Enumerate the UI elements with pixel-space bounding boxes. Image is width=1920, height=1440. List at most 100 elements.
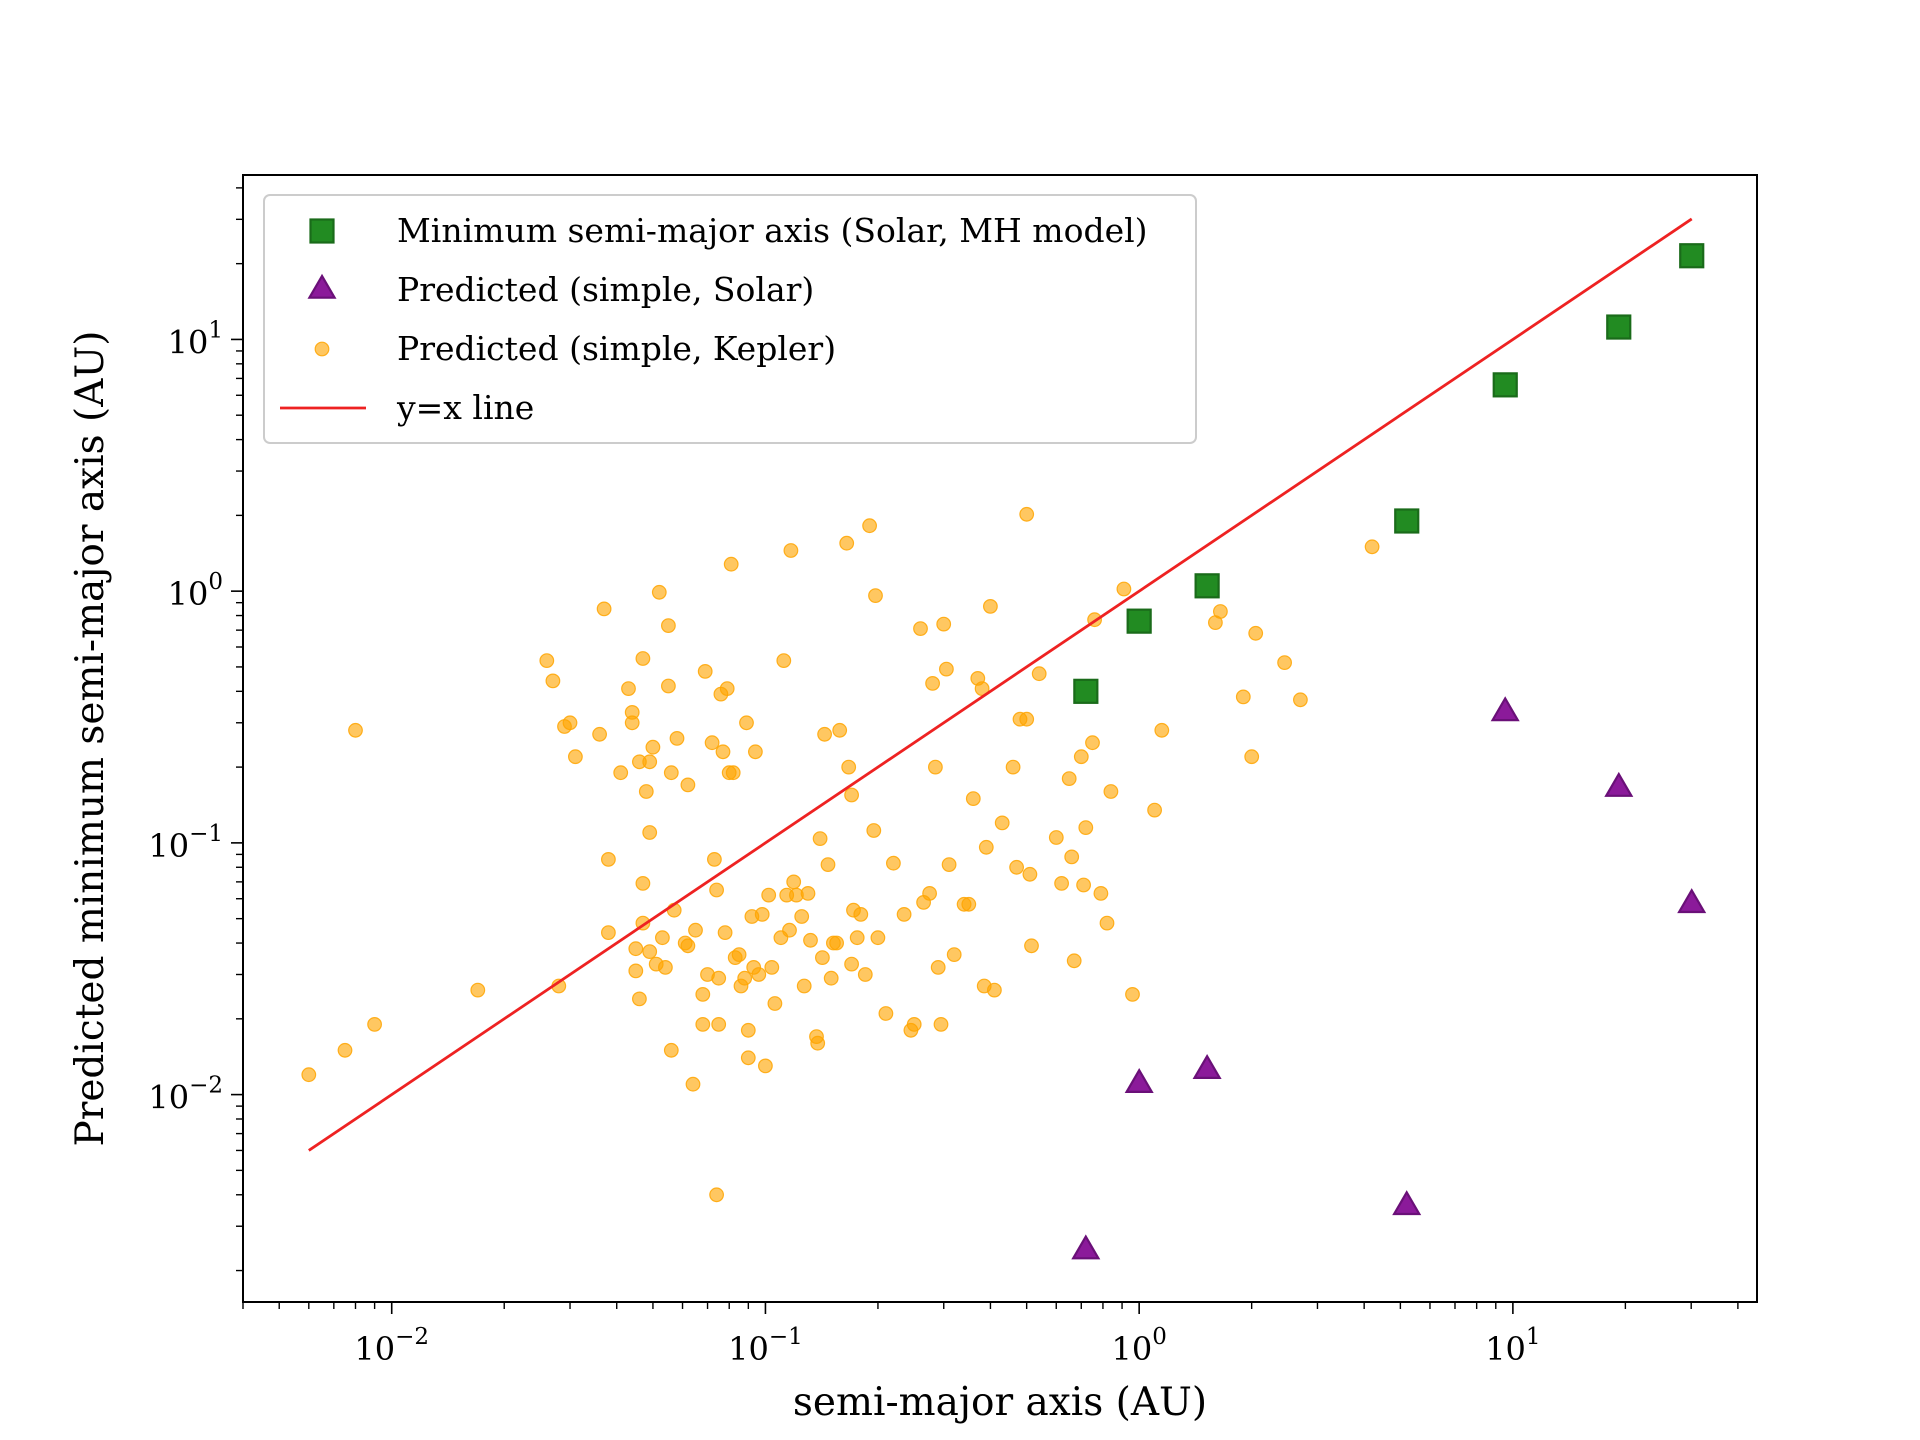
x-tick-exponent: 0 [1152,1324,1167,1350]
kepler-point-6 [539,653,555,668]
kepler-point-102 [844,956,859,972]
kepler-point-156 [1093,886,1109,901]
kepler-point-122 [930,960,946,975]
kepler-point-117 [913,621,928,636]
kepler-point-153 [1078,820,1094,835]
kepler-point-134 [978,839,994,855]
legend-square-marker [309,218,335,244]
solar-mh-point-6 [1679,243,1705,269]
kepler-point-29 [642,754,658,770]
kepler-point-50 [704,735,720,751]
kepler-point-53 [709,882,724,898]
kepler-point-139 [1009,859,1024,875]
kepler-point-86 [794,909,810,924]
kepler-point-162 [1154,722,1170,738]
plot-area [301,217,1707,1260]
kepler-point-48 [697,664,713,679]
solar-mh-point-3 [1394,508,1420,534]
y-tick-base: 10 [168,575,209,613]
kepler-point-151 [1073,749,1089,765]
solar-mh-point-0 [1073,678,1099,704]
kepler-point-30 [645,739,661,755]
kepler-point-68 [740,1022,756,1038]
kepler-point-64 [731,947,747,962]
x-tick-exponent: 1 [1526,1324,1541,1350]
y-tick-base: 10 [148,1079,189,1117]
kepler-point-147 [1054,876,1069,891]
kepler-point-40 [669,731,685,746]
kepler-point-106 [853,907,869,922]
kepler-point-105 [849,930,865,946]
kepler-point-89 [803,932,818,948]
solar-simple-point-3 [1392,1190,1422,1216]
solar-simple-point-1 [1124,1068,1154,1094]
kepler-point-101 [841,759,857,775]
kepler-point-78 [767,996,783,1011]
kepler-point-114 [896,907,912,922]
x-tick-base: 10 [354,1330,395,1368]
kepler-point-121 [928,759,943,775]
kepler-point-123 [933,1017,949,1032]
kepler-point-109 [866,823,882,838]
legend-triangle-marker [307,273,337,299]
kepler-point-116 [906,1017,922,1032]
kepler-point-32 [651,584,667,600]
kepler-point-160 [1125,987,1140,1002]
kepler-point-170 [1364,539,1380,555]
kepler-point-16 [621,681,636,696]
legend-label: Predicted (simple, Kepler) [397,329,836,368]
kepler-point-12 [596,601,612,617]
kepler-point-111 [870,930,886,946]
kepler-point-76 [761,887,777,903]
kepler-point-84 [786,874,802,890]
x-tick-exponent: −2 [395,1324,429,1350]
kepler-point-125 [939,661,954,677]
kepler-point-168 [1277,655,1292,670]
kepler-point-91 [810,1035,826,1051]
kepler-point-82 [782,922,797,938]
kepler-point-158 [1103,784,1119,799]
kepler-point-148 [1061,771,1077,786]
kepler-point-150 [1066,953,1082,969]
kepler-point-154 [1085,735,1100,751]
kepler-point-126 [941,857,957,872]
kepler-point-66 [737,970,753,986]
kepler-point-35 [661,678,676,694]
solar-simple-point-0 [1071,1234,1101,1260]
kepler-point-38 [663,1042,679,1058]
kepler-point-14 [601,925,616,940]
kepler-point-2 [348,722,363,738]
x-tick-exponent: −1 [769,1324,803,1350]
kepler-point-58 [717,925,733,940]
kepler-point-15 [613,765,629,781]
kepler-point-52 [709,1187,724,1203]
kepler-point-98 [829,935,844,951]
kepler-point-166 [1244,749,1260,765]
kepler-point-55 [711,1017,727,1032]
kepler-point-10 [568,749,583,765]
kepler-point-93 [815,950,830,965]
y-tick-label: 10−1 [148,821,223,865]
kepler-point-33 [655,930,670,946]
kepler-point-0 [301,1067,317,1083]
kepler-point-3 [367,1017,383,1032]
kepler-point-120 [925,676,940,691]
solar-simple-point-6 [1677,888,1707,914]
kepler-point-57 [715,744,731,760]
kepler-point-13 [601,852,616,867]
solar-simple-point-5 [1604,771,1634,797]
kepler-point-67 [739,715,754,731]
kepler-point-20 [628,963,644,979]
kepler-point-119 [922,886,937,901]
kepler-point-22 [632,991,647,1007]
kepler-point-72 [748,744,763,760]
x-tick-label: 10−2 [354,1324,429,1368]
kepler-point-103 [844,787,859,803]
kepler-point-110 [868,588,883,603]
kepler-point-42 [680,777,696,793]
kepler-point-124 [936,616,952,632]
x-tick-label: 100 [1111,1324,1166,1368]
kepler-point-142 [1019,506,1035,522]
kepler-point-138 [1005,759,1021,775]
